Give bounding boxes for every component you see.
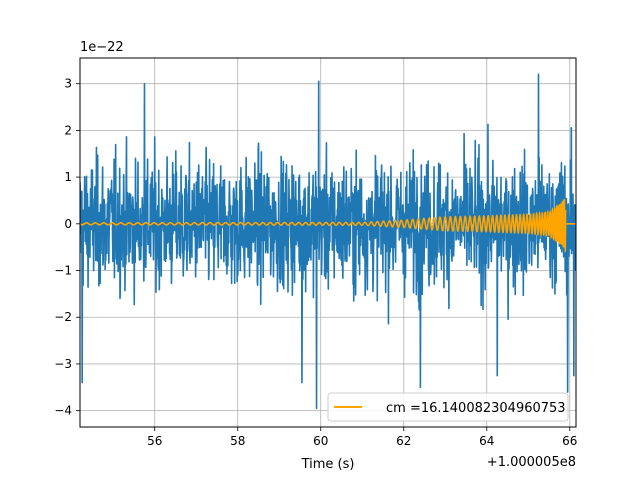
x-axis-label: Time (s): [301, 457, 355, 472]
y-tick-label: −1: [54, 264, 72, 278]
legend-box: [327, 392, 569, 422]
y-tick-label: −4: [54, 404, 72, 418]
x-tick-label: 64: [479, 434, 494, 448]
x-tick-label: 66: [562, 434, 577, 448]
series-area: [80, 73, 576, 410]
x-tick-label: 58: [230, 434, 245, 448]
y-tick-label: −2: [54, 310, 72, 324]
x-tick-label: 60: [313, 434, 328, 448]
legend-label: cm =16.140082304960753: [386, 401, 566, 416]
legend: cm =16.140082304960753: [327, 392, 569, 422]
y-tick-label: 2: [64, 123, 72, 137]
y-tick-label: 0: [64, 217, 72, 231]
plot-frame: [79, 57, 577, 428]
y-tick-label: 3: [64, 77, 72, 91]
y-tick-label: 1: [64, 170, 72, 184]
y-tick-label: −3: [54, 357, 72, 371]
x-tick-label: 56: [147, 434, 162, 448]
ticks: 56 58 60 62 64 66 −4 −3 −2 −1 0 1 2 3: [54, 77, 577, 448]
series-chirp-line: [80, 198, 576, 252]
x-offset-label: +1.000005e8: [487, 455, 576, 470]
x-tick-label: 62: [396, 434, 411, 448]
y-scale-label: 1e−22: [80, 40, 124, 55]
